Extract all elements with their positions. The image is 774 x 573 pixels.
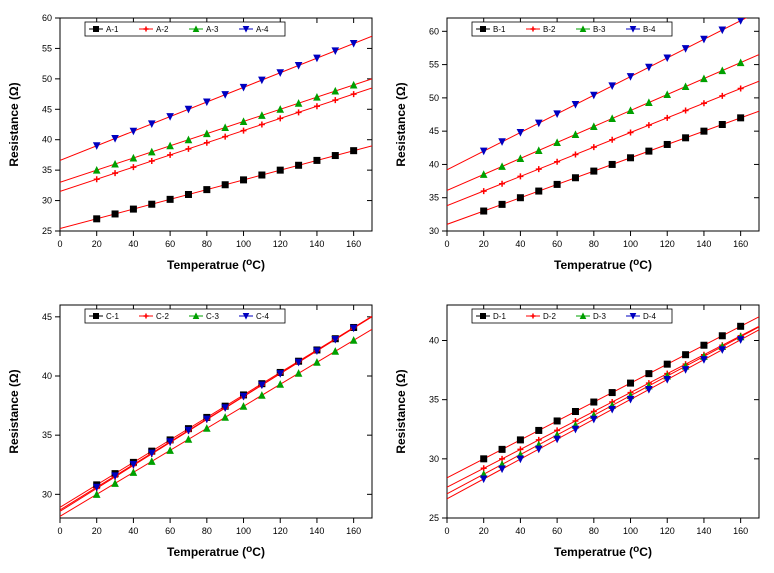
legend-label: C-1 xyxy=(106,312,119,321)
xtick-label: 60 xyxy=(552,239,562,249)
xtick-label: 140 xyxy=(309,526,324,536)
xtick-label: 20 xyxy=(92,239,102,249)
legend-label: B-1 xyxy=(493,25,506,34)
ytick-label: 50 xyxy=(42,74,52,84)
xtick-label: 0 xyxy=(444,526,449,536)
xtick-label: 140 xyxy=(309,239,324,249)
xtick-label: 40 xyxy=(515,239,525,249)
legend-label: D-1 xyxy=(493,312,506,321)
chart-svg: 02040608010012014016025303540Temperatrue… xyxy=(387,287,774,573)
ytick-label: 60 xyxy=(42,13,52,23)
panel-d: 02040608010012014016025303540Temperatrue… xyxy=(387,287,774,573)
ylabel: Resistance (Ω) xyxy=(7,369,21,453)
ytick-label: 30 xyxy=(429,226,439,236)
xtick-label: 160 xyxy=(346,239,361,249)
legend-label: D-2 xyxy=(543,312,556,321)
panel-a: 0204060801001201401602530354045505560Tem… xyxy=(0,0,387,287)
xtick-label: 160 xyxy=(346,526,361,536)
xtick-label: 120 xyxy=(660,526,675,536)
ytick-label: 50 xyxy=(429,93,439,103)
chart-svg: 02040608010012014016030354045505560Tempe… xyxy=(387,0,774,286)
xtick-label: 80 xyxy=(202,239,212,249)
xtick-label: 140 xyxy=(696,526,711,536)
xtick-label: 60 xyxy=(165,239,175,249)
ytick-label: 45 xyxy=(42,104,52,114)
ytick-label: 40 xyxy=(429,335,439,345)
legend-label: A-1 xyxy=(106,25,119,34)
ytick-label: 35 xyxy=(429,394,439,404)
xtick-label: 120 xyxy=(273,239,288,249)
ytick-label: 40 xyxy=(429,159,439,169)
xtick-label: 40 xyxy=(515,526,525,536)
xtick-label: 100 xyxy=(236,239,251,249)
legend-label: A-3 xyxy=(206,25,219,34)
xtick-label: 80 xyxy=(589,239,599,249)
chart-svg: 02040608010012014016030354045Temperatrue… xyxy=(0,287,387,573)
xtick-label: 100 xyxy=(236,526,251,536)
ytick-label: 40 xyxy=(42,371,52,381)
legend-label: C-4 xyxy=(256,312,269,321)
ytick-label: 40 xyxy=(42,135,52,145)
legend-label: B-2 xyxy=(543,25,556,34)
xtick-label: 0 xyxy=(57,239,62,249)
xtick-label: 80 xyxy=(589,526,599,536)
ytick-label: 55 xyxy=(42,43,52,53)
ytick-label: 30 xyxy=(42,489,52,499)
xtick-label: 160 xyxy=(733,526,748,536)
legend-label: B-3 xyxy=(593,25,606,34)
xtick-label: 20 xyxy=(479,526,489,536)
xtick-label: 40 xyxy=(128,239,138,249)
xtick-label: 20 xyxy=(479,239,489,249)
xtick-label: 0 xyxy=(57,526,62,536)
ytick-label: 35 xyxy=(42,165,52,175)
ytick-label: 35 xyxy=(42,430,52,440)
xtick-label: 80 xyxy=(202,526,212,536)
legend-label: A-2 xyxy=(156,25,169,34)
legend-label: A-4 xyxy=(256,25,269,34)
ylabel: Resistance (Ω) xyxy=(394,82,408,166)
ytick-label: 30 xyxy=(429,453,439,463)
chart-grid: 0204060801001201401602530354045505560Tem… xyxy=(0,0,774,573)
xtick-label: 20 xyxy=(92,526,102,536)
xtick-label: 0 xyxy=(444,239,449,249)
xtick-label: 120 xyxy=(273,526,288,536)
ylabel: Resistance (Ω) xyxy=(7,82,21,166)
legend-label: C-3 xyxy=(206,312,219,321)
legend-label: D-4 xyxy=(643,312,656,321)
ytick-label: 45 xyxy=(42,311,52,321)
ytick-label: 60 xyxy=(429,26,439,36)
xtick-label: 60 xyxy=(552,526,562,536)
xtick-label: 40 xyxy=(128,526,138,536)
legend-label: B-4 xyxy=(643,25,656,34)
ytick-label: 55 xyxy=(429,60,439,70)
xtick-label: 120 xyxy=(660,239,675,249)
xtick-label: 140 xyxy=(696,239,711,249)
xtick-label: 160 xyxy=(733,239,748,249)
panel-b: 02040608010012014016030354045505560Tempe… xyxy=(387,0,774,287)
ytick-label: 25 xyxy=(42,226,52,236)
ytick-label: 45 xyxy=(429,126,439,136)
ytick-label: 25 xyxy=(429,513,439,523)
legend-label: D-3 xyxy=(593,312,606,321)
xtick-label: 100 xyxy=(623,526,638,536)
ytick-label: 30 xyxy=(42,196,52,206)
chart-svg: 0204060801001201401602530354045505560Tem… xyxy=(0,0,387,286)
ytick-label: 35 xyxy=(429,193,439,203)
ylabel: Resistance (Ω) xyxy=(394,369,408,453)
panel-c: 02040608010012014016030354045Temperatrue… xyxy=(0,287,387,573)
xtick-label: 100 xyxy=(623,239,638,249)
xtick-label: 60 xyxy=(165,526,175,536)
legend-label: C-2 xyxy=(156,312,169,321)
